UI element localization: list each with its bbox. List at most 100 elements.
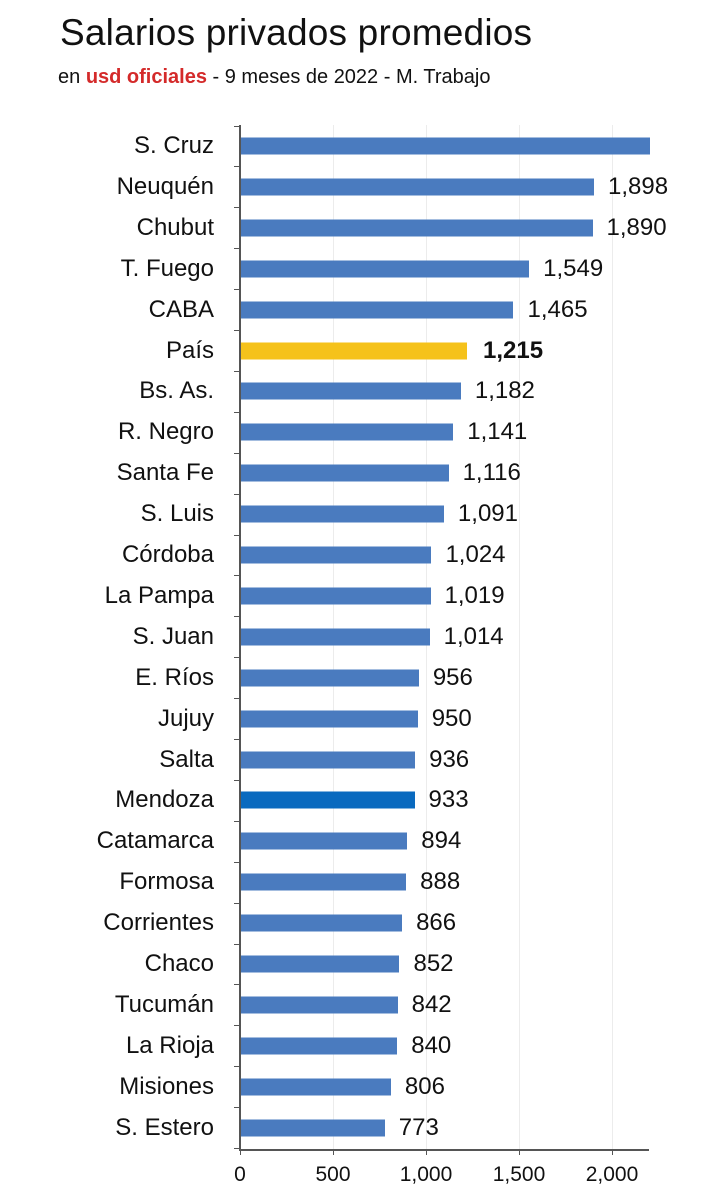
bar bbox=[241, 505, 444, 523]
value-label: 1,141 bbox=[467, 418, 528, 446]
bar bbox=[241, 669, 419, 687]
y-tick bbox=[234, 616, 240, 618]
category-label: La Rioja bbox=[125, 1031, 214, 1059]
y-tick bbox=[234, 657, 240, 659]
category-label: T. Fuego bbox=[120, 254, 214, 282]
y-tick bbox=[234, 779, 240, 781]
category-label: E. Ríos bbox=[135, 663, 214, 691]
bar bbox=[241, 996, 398, 1014]
y-tick bbox=[234, 330, 240, 332]
value-label: 773 bbox=[398, 1113, 439, 1141]
bar bbox=[241, 546, 432, 564]
category-label: R. Negro bbox=[117, 418, 214, 446]
bar bbox=[241, 914, 403, 932]
value-label: 950 bbox=[431, 704, 472, 732]
category-label: S. Estero bbox=[115, 1113, 214, 1141]
y-tick bbox=[234, 289, 240, 291]
category-label: S. Juan bbox=[132, 622, 214, 650]
chart-subtitle: en usd oficiales - 9 meses de 2022 - M. … bbox=[58, 66, 490, 89]
value-label: 1,019 bbox=[444, 581, 505, 609]
bar bbox=[241, 1037, 398, 1055]
category-label: Catamarca bbox=[96, 827, 214, 855]
subtitle-prefix: en bbox=[58, 66, 86, 88]
value-label: 840 bbox=[411, 1031, 452, 1059]
value-label: 933 bbox=[428, 786, 469, 814]
bar bbox=[241, 791, 415, 809]
y-tick bbox=[234, 820, 240, 822]
bar bbox=[241, 1119, 385, 1137]
y-tick bbox=[234, 370, 240, 372]
category-label: CABA bbox=[148, 295, 214, 323]
category-label: Corrientes bbox=[103, 909, 214, 937]
x-tick-label: 500 bbox=[315, 1163, 351, 1186]
bar bbox=[241, 873, 407, 891]
bar bbox=[241, 710, 418, 728]
category-label: Mendoza bbox=[115, 786, 214, 814]
category-label: Neuquén bbox=[116, 172, 214, 200]
category-label: Formosa bbox=[119, 868, 214, 896]
value-label: 1,024 bbox=[445, 541, 506, 568]
bar bbox=[241, 178, 595, 196]
y-tick bbox=[234, 493, 240, 495]
y-tick bbox=[234, 411, 240, 413]
y-tick bbox=[234, 943, 240, 945]
value-label: 806 bbox=[404, 1072, 445, 1100]
y-tick bbox=[234, 1148, 240, 1150]
category-label: Salta bbox=[159, 745, 214, 773]
y-tick bbox=[234, 166, 240, 168]
bar bbox=[241, 382, 461, 400]
value-label: 894 bbox=[421, 827, 462, 855]
bar bbox=[241, 260, 530, 278]
value-label: 956 bbox=[432, 663, 473, 691]
y-axis bbox=[239, 125, 241, 1150]
category-label: País bbox=[165, 336, 214, 364]
value-label: 866 bbox=[416, 909, 457, 937]
x-tick-label: 0 bbox=[234, 1163, 246, 1186]
x-tick-label: 1,500 bbox=[492, 1163, 546, 1186]
bar bbox=[241, 1078, 391, 1096]
y-tick bbox=[234, 902, 240, 904]
x-tick bbox=[519, 1149, 520, 1155]
bar bbox=[241, 955, 400, 973]
x-tick bbox=[333, 1149, 334, 1155]
category-label: S. Luis bbox=[140, 500, 214, 528]
x-tick-label: 1,000 bbox=[399, 1163, 453, 1186]
chart-title: Salarios privados promedios bbox=[60, 12, 533, 53]
value-label: 1,014 bbox=[443, 622, 504, 650]
y-tick bbox=[234, 248, 240, 250]
category-label: Chaco bbox=[144, 950, 214, 977]
x-tick bbox=[612, 1149, 613, 1155]
x-axis bbox=[239, 1149, 649, 1151]
bar bbox=[241, 832, 408, 850]
value-label: 852 bbox=[413, 950, 454, 977]
x-tick bbox=[426, 1149, 427, 1155]
subtitle-suffix: - 9 meses de 2022 - M. Trabajo bbox=[206, 66, 491, 88]
category-label: Tucumán bbox=[114, 990, 214, 1018]
value-label: 1,116 bbox=[462, 459, 521, 487]
y-tick bbox=[234, 1107, 240, 1109]
y-tick bbox=[234, 534, 240, 536]
bar bbox=[241, 587, 431, 605]
value-label: 1,091 bbox=[457, 500, 518, 528]
category-label: Chubut bbox=[136, 213, 214, 241]
category-label: La Pampa bbox=[104, 581, 214, 609]
y-tick bbox=[234, 984, 240, 986]
x-tick-label: 2,000 bbox=[585, 1163, 639, 1186]
value-label: 842 bbox=[411, 990, 452, 1018]
bar bbox=[241, 301, 514, 319]
bar bbox=[241, 342, 467, 359]
category-label: Jujuy bbox=[157, 704, 214, 732]
bar bbox=[241, 464, 449, 482]
gridline bbox=[519, 125, 520, 1149]
y-tick bbox=[234, 125, 240, 127]
y-tick bbox=[234, 698, 240, 700]
value-label: 1,890 bbox=[606, 213, 667, 241]
category-label: Santa Fe bbox=[116, 459, 214, 487]
value-label: 1,898 bbox=[608, 172, 669, 200]
bar bbox=[241, 751, 416, 768]
category-label: Misiones bbox=[119, 1072, 214, 1100]
gridline bbox=[612, 125, 613, 1149]
y-tick bbox=[234, 739, 240, 741]
category-label: Córdoba bbox=[121, 541, 214, 568]
value-label: 1,215 bbox=[482, 336, 544, 364]
